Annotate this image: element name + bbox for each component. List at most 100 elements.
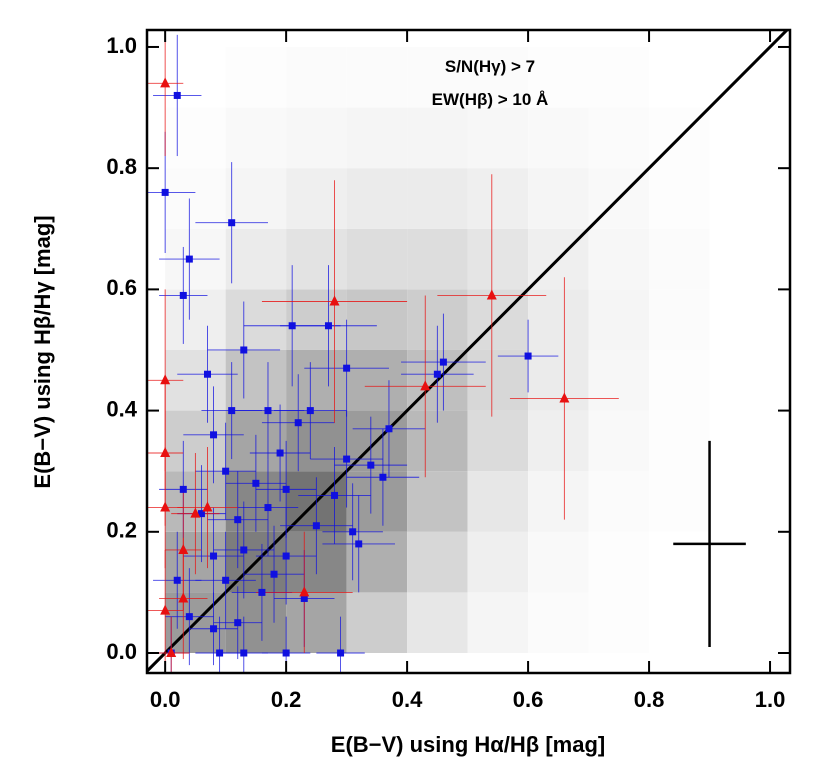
- point: [179, 485, 187, 493]
- density-cell: [346, 168, 408, 229]
- density-cell: [588, 471, 650, 532]
- point: [343, 455, 351, 463]
- annotation: EW(Hβ) > 10 Å: [432, 90, 549, 109]
- point: [228, 219, 236, 227]
- point: [160, 501, 171, 512]
- density-cell: [649, 168, 710, 229]
- point: [258, 588, 266, 596]
- density-cell: [407, 531, 468, 593]
- point: [161, 188, 169, 196]
- density-cell: [588, 46, 650, 108]
- density-cell: [528, 168, 589, 229]
- density-cell: [346, 228, 408, 290]
- density-cell: [165, 107, 226, 169]
- density-cell: [588, 349, 650, 411]
- point: [379, 473, 387, 481]
- x-axis-label: E(B−V) using Hα/Hβ [mag]: [331, 732, 605, 757]
- point: [559, 392, 570, 403]
- point: [240, 649, 248, 657]
- density-cell: [346, 46, 408, 108]
- density-cell: [286, 107, 347, 169]
- point: [234, 516, 242, 524]
- x-tick-label: 1.0: [755, 687, 786, 712]
- density-cell: [407, 592, 468, 654]
- point: [190, 507, 201, 518]
- point: [270, 570, 278, 578]
- point: [234, 619, 242, 627]
- point: [312, 522, 320, 530]
- point: [282, 649, 290, 657]
- point: [306, 407, 314, 415]
- y-tick-label: 0.8: [106, 154, 137, 179]
- point: [282, 552, 290, 560]
- density-cell: [588, 107, 650, 169]
- one-to-one-line: [147, 30, 790, 673]
- point: [439, 358, 447, 366]
- y-tick-label: 0.6: [106, 275, 137, 300]
- point: [160, 447, 171, 458]
- point: [343, 364, 351, 372]
- density-cell: [528, 592, 589, 654]
- density-cell: [588, 592, 650, 654]
- density-cell: [528, 289, 589, 350]
- point: [210, 625, 218, 633]
- x-tick-label: 0.4: [392, 687, 423, 712]
- point: [160, 77, 171, 88]
- point: [173, 576, 181, 584]
- density-cell: [407, 46, 468, 108]
- density-cell: [528, 531, 589, 593]
- point: [324, 322, 332, 330]
- point: [276, 449, 284, 457]
- density-cell: [528, 471, 589, 532]
- density-cell: [528, 410, 589, 472]
- y-tick-label: 1.0: [106, 33, 137, 58]
- density-cell: [467, 471, 529, 532]
- point: [337, 649, 345, 657]
- density-cell: [407, 471, 468, 532]
- point: [385, 425, 393, 433]
- density-cell: [225, 168, 287, 229]
- density-cell: [649, 410, 710, 472]
- point: [179, 291, 187, 299]
- density-cell: [467, 410, 529, 472]
- density-cell: [407, 168, 468, 229]
- density-cell: [467, 46, 529, 108]
- density-cell: [286, 289, 347, 350]
- density-cell: [588, 531, 650, 593]
- point: [486, 289, 497, 300]
- point: [355, 540, 363, 548]
- y-tick-label: 0.4: [106, 396, 137, 421]
- density-cell: [467, 349, 529, 411]
- x-tick-label: 0.6: [513, 687, 544, 712]
- density-cell: [588, 289, 650, 350]
- point: [160, 374, 171, 385]
- point: [166, 647, 177, 658]
- density-cell: [346, 592, 408, 654]
- point: [178, 543, 189, 554]
- point: [228, 407, 236, 415]
- point: [294, 419, 302, 427]
- density-cell: [165, 289, 226, 350]
- point: [210, 552, 218, 560]
- point: [524, 352, 532, 360]
- density-cell: [346, 107, 408, 169]
- density-cell: [165, 168, 226, 229]
- density-cell: [588, 228, 650, 290]
- density-cell: [467, 531, 529, 593]
- density-cell: [225, 46, 287, 108]
- point: [202, 501, 213, 512]
- point: [178, 592, 189, 603]
- density-cell: [346, 471, 408, 532]
- point: [299, 586, 310, 597]
- point: [203, 370, 211, 378]
- density-cell: [225, 289, 287, 350]
- point: [210, 431, 218, 439]
- density-cell: [528, 107, 589, 169]
- density-cell: [649, 289, 710, 350]
- point: [288, 322, 296, 330]
- density-cell: [286, 168, 347, 229]
- point: [282, 485, 290, 493]
- annotation: S/N(Hγ) > 7: [445, 57, 535, 76]
- point: [197, 510, 205, 518]
